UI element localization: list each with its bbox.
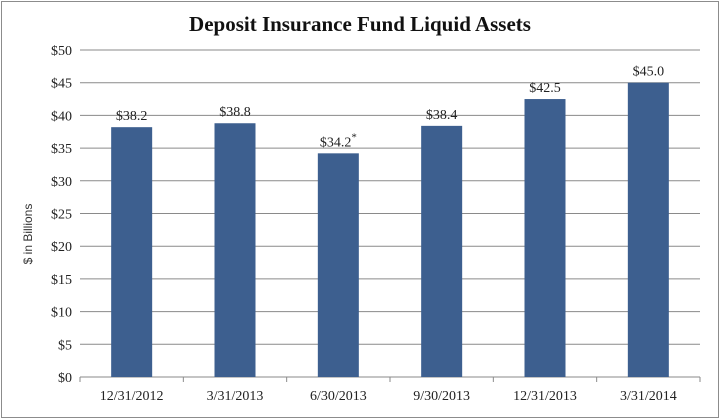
- y-tick-label: $15: [51, 273, 72, 288]
- x-tick-label: 3/31/2014: [620, 389, 677, 404]
- bar: [627, 82, 669, 377]
- x-tick-label: 6/30/2013: [310, 389, 367, 404]
- y-tick-label: $35: [51, 142, 72, 157]
- y-tick-label: $0: [58, 371, 72, 386]
- data-label: $38.4: [426, 108, 458, 123]
- y-tick-label: $45: [51, 77, 72, 92]
- bar: [111, 127, 153, 377]
- data-label: $45.0: [633, 65, 665, 80]
- y-tick-label: $5: [58, 338, 72, 353]
- data-label: $38.8: [219, 105, 251, 120]
- bar: [214, 123, 256, 377]
- data-label: $38.2: [116, 109, 148, 124]
- y-tick-label: $25: [51, 208, 72, 223]
- bar: [421, 125, 463, 377]
- y-tick-label: $40: [51, 109, 72, 124]
- x-tick-label: 9/30/2013: [413, 389, 470, 404]
- chart-title: Deposit Insurance Fund Liquid Assets: [189, 12, 531, 36]
- y-tick-label: $30: [51, 175, 72, 190]
- bar: [317, 153, 359, 377]
- x-tick-label: 12/31/2013: [513, 389, 577, 404]
- x-tick-label: 3/31/2013: [207, 389, 264, 404]
- y-tick-label: $10: [51, 306, 72, 321]
- data-label: $34.2*: [320, 131, 357, 150]
- y-tick-label: $20: [51, 240, 72, 255]
- y-tick-label: $50: [51, 44, 72, 59]
- x-tick-label: 12/31/2012: [100, 389, 164, 404]
- data-label: $42.5: [529, 81, 561, 96]
- bar: [524, 99, 566, 378]
